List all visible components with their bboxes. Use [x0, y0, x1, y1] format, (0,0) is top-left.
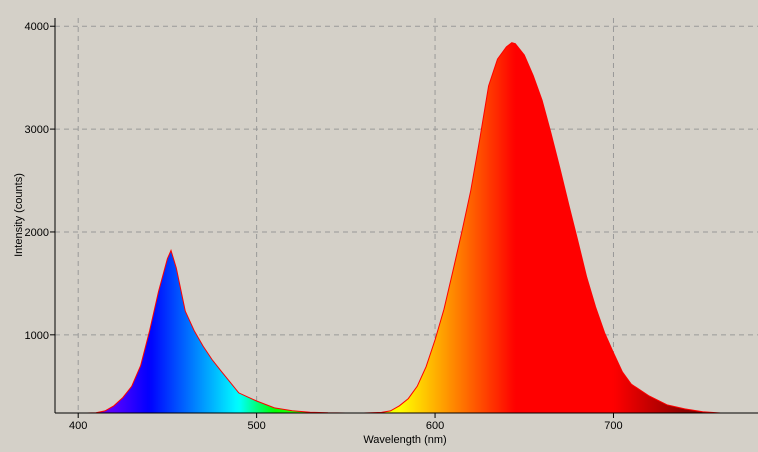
grid — [55, 18, 758, 413]
y-tick-label: 2000 — [25, 227, 49, 239]
y-tick-label: 1000 — [25, 330, 49, 342]
x-tick-label: 700 — [604, 420, 622, 432]
x-tick-label: 500 — [247, 420, 265, 432]
y-tick-label: 4000 — [25, 21, 49, 33]
y-tick-label: 3000 — [25, 124, 49, 136]
line — [87, 42, 721, 414]
x-axis-title: Wavelength (nm) — [363, 434, 446, 446]
x-tick-label: 400 — [69, 420, 87, 432]
y-axis-title: Intensity (counts) — [13, 173, 25, 257]
area — [87, 42, 721, 413]
ticks: 400 500 600 700 1000 2000 3000 4000 — [25, 21, 623, 432]
plot — [87, 42, 721, 414]
x-tick-label: 600 — [426, 420, 444, 432]
